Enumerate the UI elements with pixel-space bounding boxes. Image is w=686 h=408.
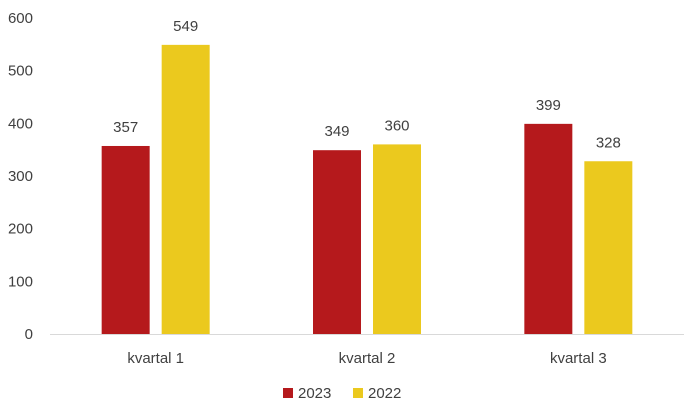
- y-tick-label: 0: [25, 326, 33, 343]
- x-axis-tick-labels: kvartal 1 kvartal 2 kvartal 3: [127, 350, 606, 367]
- data-label: 399: [536, 97, 561, 114]
- bar-2022-kvartal-1: [161, 44, 210, 335]
- y-axis-tick-labels: 0 100 200 300 400 500 600: [8, 10, 33, 343]
- data-label: 549: [173, 18, 198, 35]
- bar-2023-kvartal-1: [101, 145, 150, 334]
- bar-2023-kvartal-2: [313, 150, 361, 334]
- data-label: 357: [113, 119, 138, 136]
- legend-swatch-2023: [283, 388, 293, 398]
- data-label: 328: [596, 134, 621, 151]
- y-tick-label: 300: [8, 168, 33, 185]
- data-labels-group: 357 549 349 360 399 328: [113, 18, 621, 151]
- bar-2022-kvartal-2: [373, 144, 421, 334]
- legend-label-2022: 2022: [368, 385, 401, 402]
- x-tick-label: kvartal 2: [339, 350, 396, 367]
- data-label: 360: [384, 117, 409, 134]
- legend-swatch-2022: [353, 388, 363, 398]
- x-tick-label: kvartal 1: [127, 350, 184, 367]
- legend-label-2023: 2023: [298, 385, 331, 402]
- y-tick-label: 100: [8, 273, 33, 290]
- x-tick-label: kvartal 3: [550, 350, 607, 367]
- y-tick-label: 400: [8, 115, 33, 132]
- data-label: 349: [324, 123, 349, 140]
- y-tick-label: 200: [8, 221, 33, 238]
- y-tick-label: 500: [8, 63, 33, 80]
- bar-series-group: [101, 44, 633, 335]
- bar-2022-kvartal-3: [584, 161, 633, 334]
- legend: 2023 2022: [283, 385, 401, 402]
- y-tick-label: 600: [8, 10, 33, 27]
- bar-2023-kvartal-3: [524, 123, 573, 334]
